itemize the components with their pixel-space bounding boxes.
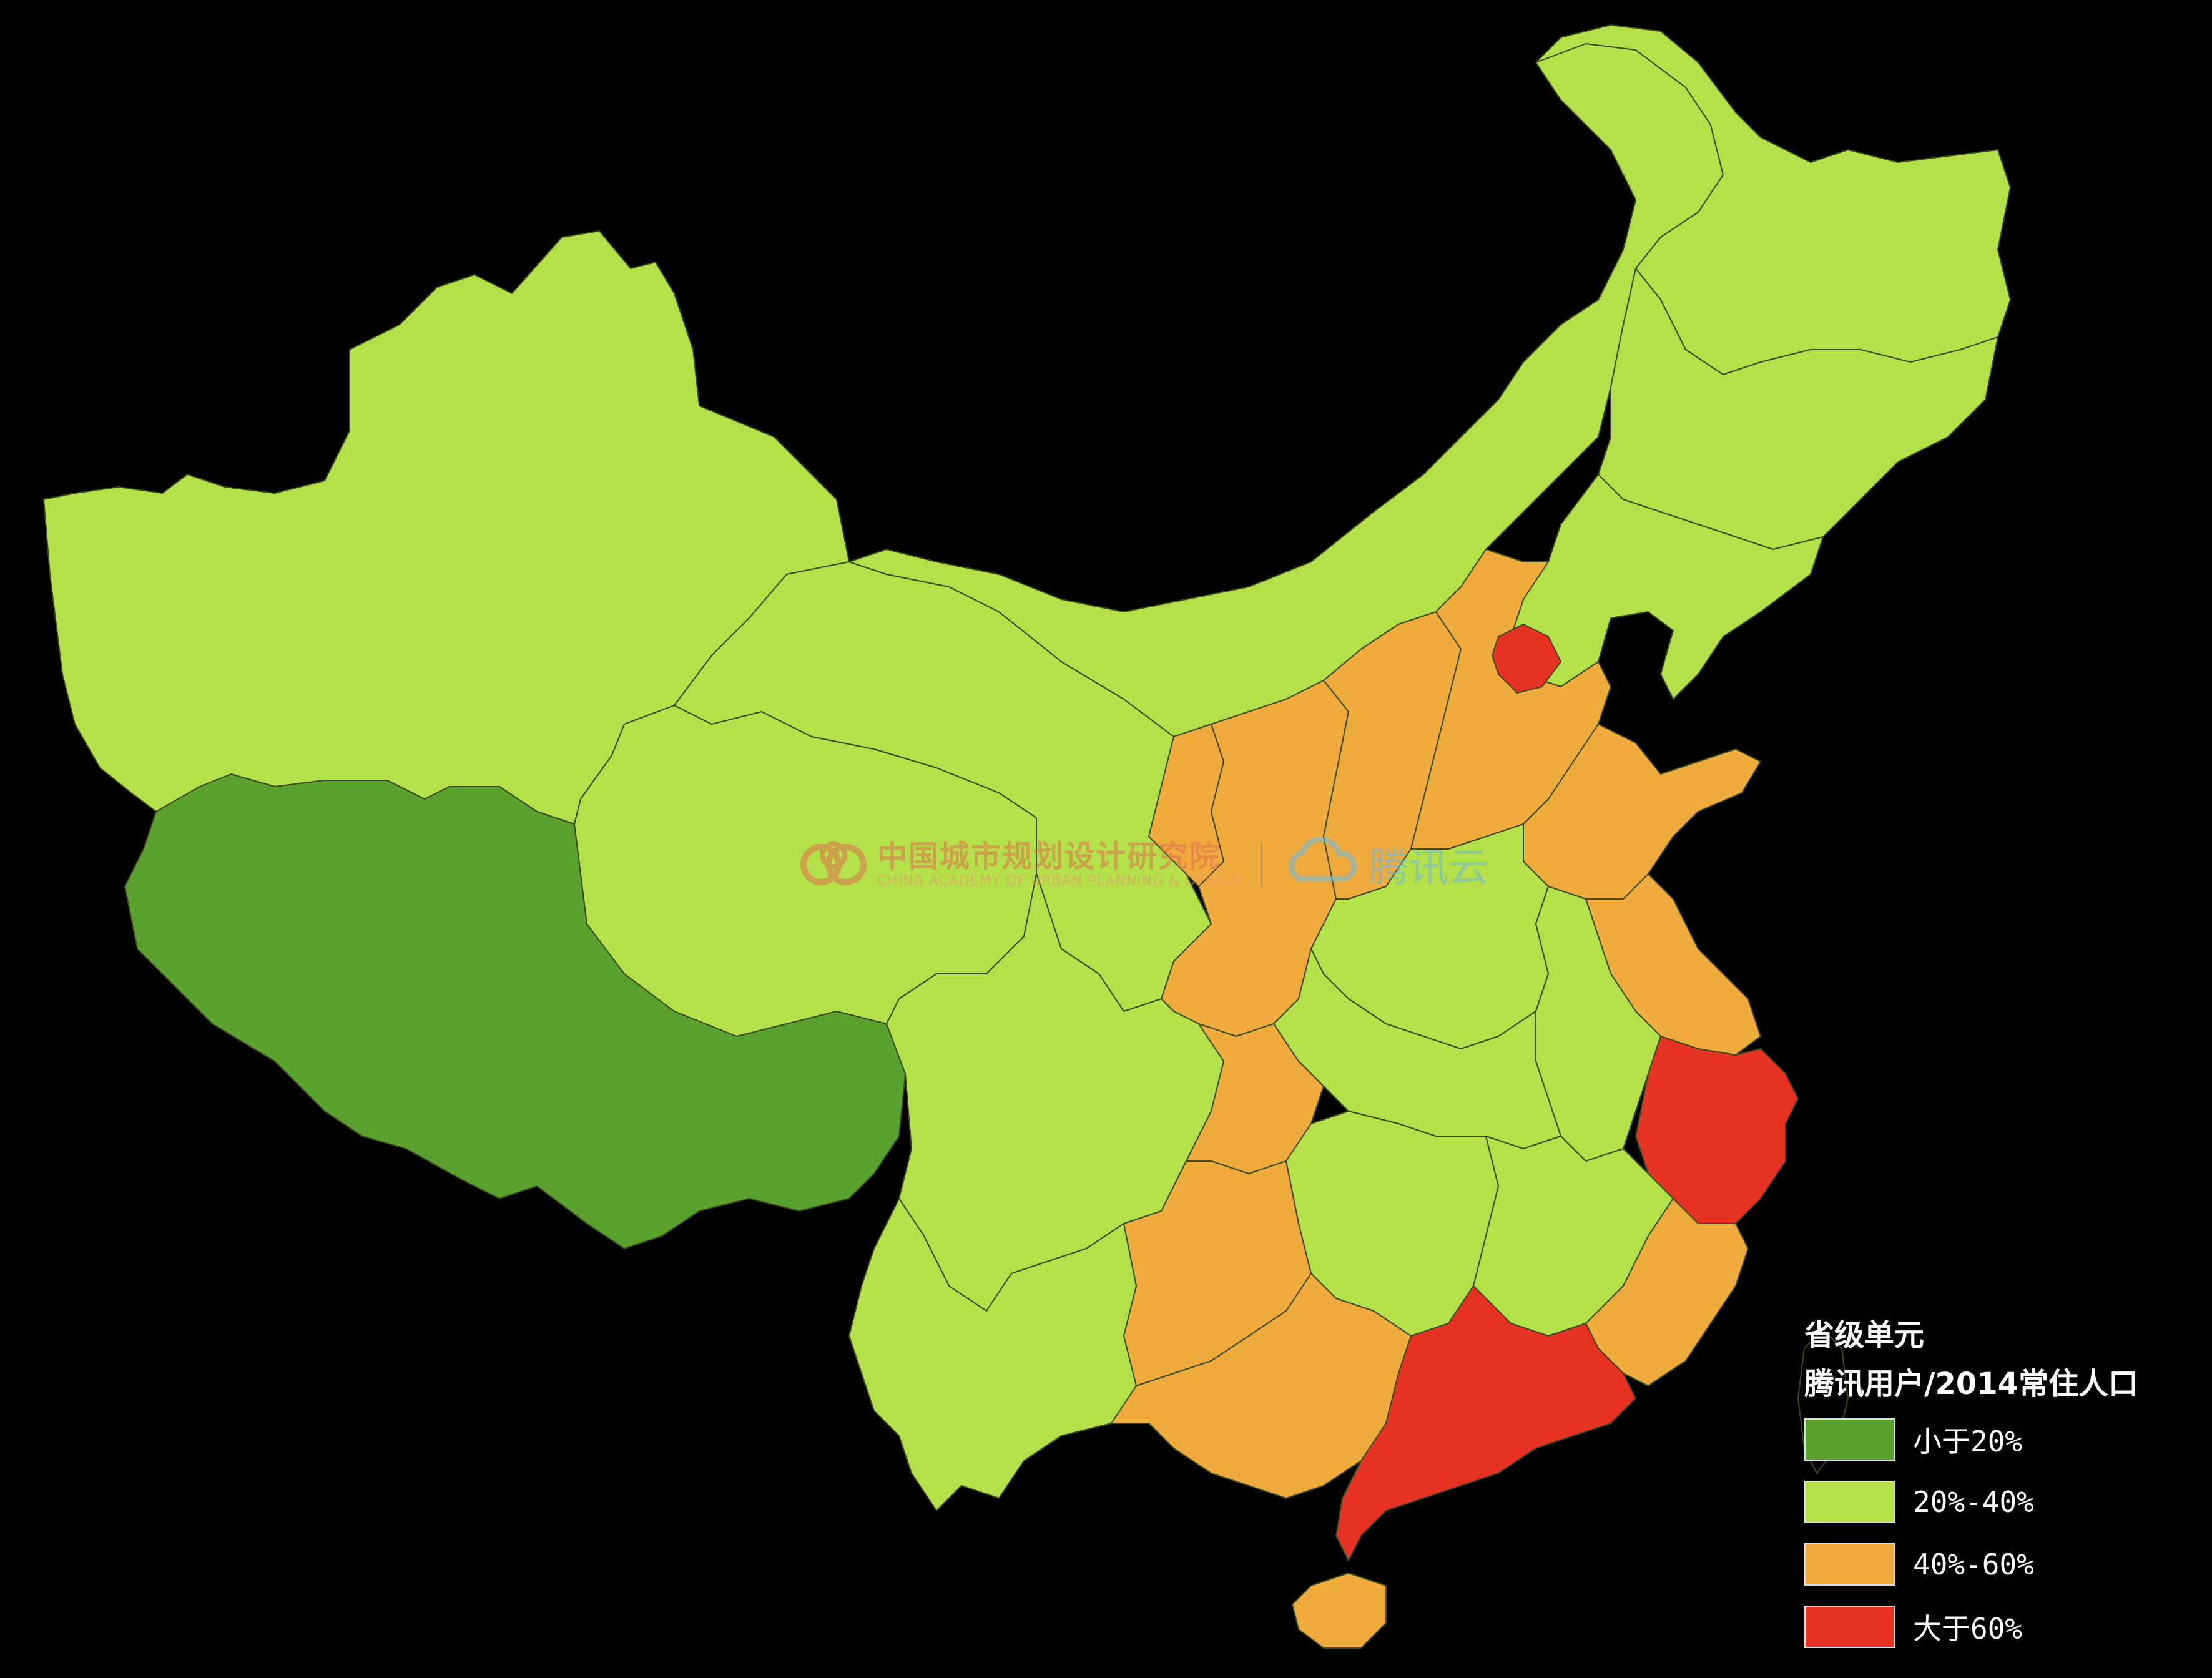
tencent-cloud-icon [1281, 835, 1362, 894]
watermark-org-cn: 中国城市规划设计研究院 [877, 839, 1221, 875]
map-legend: 省级单元 腾讯用户/2014常住人口 小于20% 20%-40% 40%-60%… [1804, 1311, 2204, 1658]
region-tibet[interactable] [124, 773, 906, 1249]
legend-item: 20%-40% [1804, 1471, 2204, 1533]
legend-label: 小于20% [1913, 1425, 2023, 1458]
legend-item: 40%-60% [1804, 1533, 2204, 1596]
region-yunnan[interactable] [848, 1198, 1137, 1511]
legend-title-line1: 省级单元 [1804, 1318, 1925, 1353]
legend-swatch [1804, 1543, 1895, 1586]
region-beijing[interactable] [1492, 624, 1561, 694]
legend-item: 大于60% [1804, 1596, 2204, 1658]
watermark-brand: 腾讯云 [1369, 845, 1489, 891]
legend-swatch [1804, 1481, 1895, 1523]
region-fujian[interactable] [1585, 1198, 1749, 1386]
legend-swatch [1804, 1418, 1895, 1461]
region-zhejiang[interactable] [1635, 1036, 1799, 1224]
watermark-org-en: CHINA ACADEMY OF URBAN PLANNING & DESIGN [877, 873, 1242, 889]
legend-title-line2: 腾讯用户/2014常住人口 [1804, 1366, 2139, 1401]
legend-swatch [1804, 1606, 1895, 1648]
region-hainan[interactable] [1292, 1573, 1387, 1649]
region-guangdong[interactable] [1335, 1285, 1636, 1561]
legend-label: 20%-40% [1913, 1485, 2034, 1519]
caupd-logo-icon [796, 833, 877, 896]
watermark: 中国城市规划设计研究院 CHINA ACADEMY OF URBAN PLANN… [796, 824, 1488, 905]
legend-label: 40%-60% [1913, 1548, 2034, 1581]
watermark-org: 中国城市规划设计研究院 CHINA ACADEMY OF URBAN PLANN… [877, 840, 1242, 889]
legend-label: 大于60% [1913, 1612, 2023, 1646]
watermark-divider [1261, 843, 1263, 886]
legend-item: 小于20% [1804, 1408, 2204, 1471]
